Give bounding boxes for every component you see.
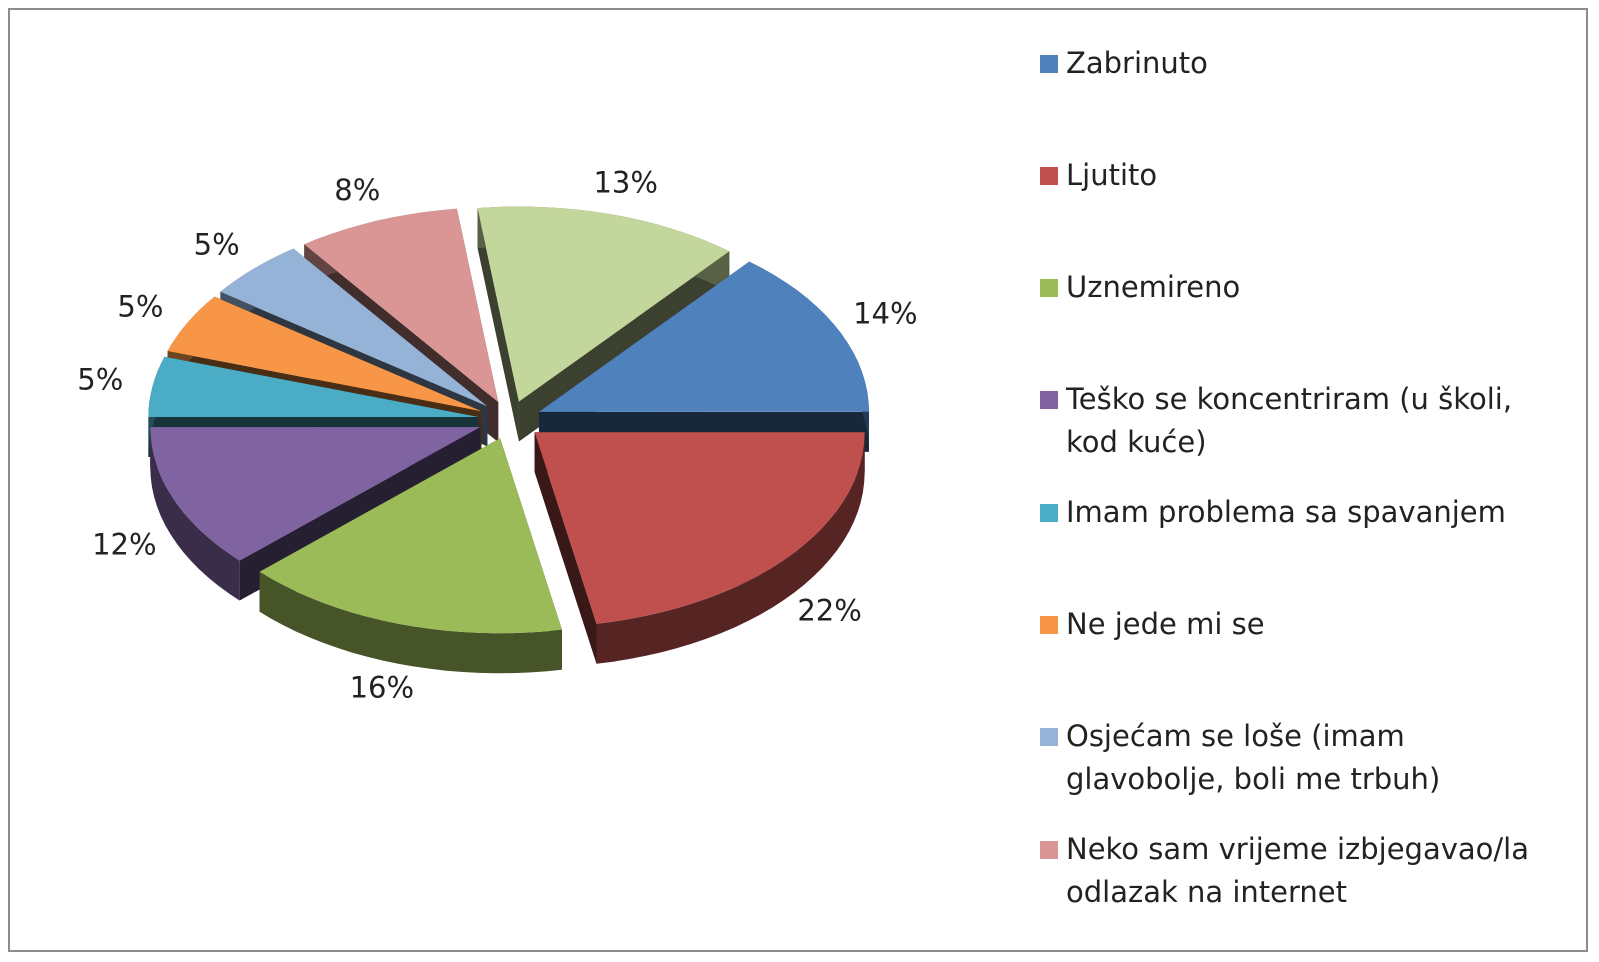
slice-wall [477,208,519,442]
legend-label: Osjećam se loše (imam glavobolje, boli m… [1066,719,1441,796]
legend-swatch [1040,391,1058,409]
slice [259,438,562,634]
slice [534,432,865,624]
legend-entry: Osjećam se loše (imam glavobolje, boli m… [1040,715,1560,801]
legend-label: Ne jede mi se [1066,607,1265,641]
data-label: 14% [853,297,917,331]
data-label: 5% [194,227,240,261]
legend-label: Zabrinuto [1066,46,1208,80]
legend-entry: Imam problema sa spavanjem [1040,491,1560,534]
legend-entry: Ne jede mi se [1040,603,1560,646]
legend-swatch [1040,841,1058,859]
data-label: 16% [350,670,414,704]
legend-entry: Neko sam vrijeme izbjegavao/la odlazak n… [1040,828,1560,914]
slice [220,248,488,407]
legend-label: Teško se koncentriram (u školi, kod kuće… [1066,382,1513,459]
data-label: 5% [77,363,123,397]
chart-frame [8,8,1588,952]
slice-side [150,427,240,601]
legend-swatch [1040,728,1058,746]
legend-swatch [1040,504,1058,522]
data-label: 5% [117,290,163,324]
slice [538,261,869,412]
slice [150,427,481,561]
slice-side [596,432,865,664]
slice [477,206,730,402]
legend-label: Ljutito [1066,158,1158,192]
legend-entry: Zabrinuto [1040,42,1560,85]
data-labels: 14% 22% 16% 12% 5% 5% 5% 8% 13% [77,165,917,704]
slice-tops [148,206,869,634]
data-label: 13% [593,165,657,199]
slice [304,208,499,403]
legend-swatch [1040,167,1058,185]
legend-label: Imam problema sa spavanjem [1066,495,1506,529]
legend-swatch [1040,616,1058,634]
data-label: 22% [797,593,861,627]
slice-wall [534,432,597,664]
legend-entry: Teško se koncentriram (u školi, kod kuće… [1040,378,1560,464]
legend-entry: Ljutito [1040,154,1560,197]
data-label: 8% [334,173,380,207]
legend-label: Neko sam vrijeme izbjegavao/la odlazak n… [1066,832,1529,909]
slice-side [259,571,562,674]
legend-entry: Uznemireno [1040,266,1560,309]
legend-swatch [1040,55,1058,73]
data-label: 12% [92,527,156,561]
slice [148,356,479,417]
slice [167,296,482,412]
legend-swatch [1040,279,1058,297]
legend-label: Uznemireno [1066,270,1241,304]
